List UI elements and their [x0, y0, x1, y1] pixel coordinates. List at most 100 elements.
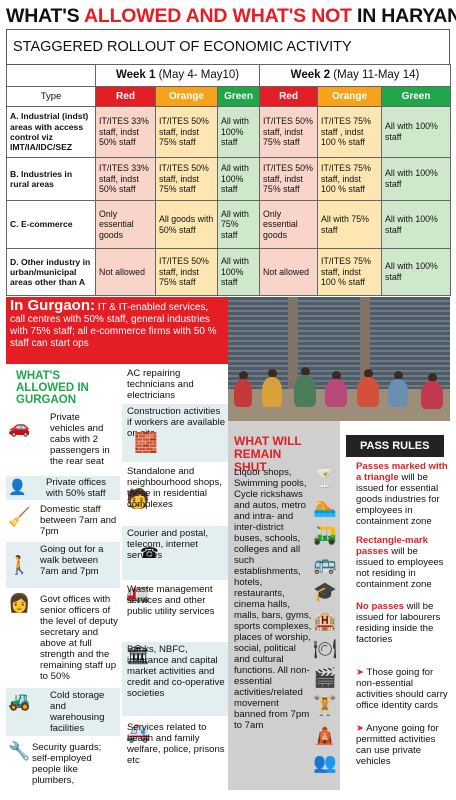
headline-part3: IN HARYANA: [356, 5, 456, 27]
person: [262, 377, 282, 407]
allowed-item-text: Domestic staff between 7am and 7pm: [40, 504, 117, 537]
street-photo: [228, 297, 450, 421]
pass-rule: No passes will be issued for labourers r…: [356, 601, 441, 645]
headline-highlight: ALLOWED AND WHAT'S NOT: [83, 5, 352, 27]
type-header: Type: [6, 86, 96, 107]
shutter: [370, 297, 450, 389]
row-label: D. Other industry in urban/municipal are…: [6, 248, 96, 296]
car-icon: 🚗: [8, 417, 31, 437]
pass-rule: ➤ Anyone going for permitted activities …: [356, 723, 439, 767]
table-cell: IT/ITES 33% staff, indst 50% staff: [95, 106, 156, 158]
table-cell: All goods with 50% staff: [155, 200, 218, 249]
allowed-item-text: Banks, NBFC, insurance and capital marke…: [127, 644, 225, 699]
allowed-item: 🧹 Domestic staff between 7am and 7pm: [6, 502, 120, 540]
allowed-title: WHAT'S ALLOWED IN GURGAON: [16, 370, 89, 406]
table-cell: IT/ITES 75% staff , indst 100 % staff: [317, 106, 383, 158]
allowed-item-text: Courier and postal, telecom, internet se…: [127, 528, 209, 561]
person: [294, 375, 316, 407]
allowed-item-text: Govt offices with senior officers of the…: [40, 594, 118, 682]
bricks-icon: 🧱: [134, 433, 158, 454]
person: [388, 379, 408, 407]
cocktail-icon: 🍸: [313, 468, 337, 489]
level-orange-w2: Orange: [317, 86, 383, 107]
table-cell: All with 100% staff: [216, 157, 261, 201]
crowd-icon: 👥: [313, 753, 337, 774]
person: [325, 379, 347, 407]
hotel-icon: 🏨: [313, 610, 337, 632]
table-row: B. Industries in rural areas IT/ITES 33%…: [6, 157, 452, 201]
rickshaw-icon: 🛺: [313, 525, 337, 546]
corner-cell: [6, 64, 96, 87]
person-head: [394, 371, 403, 380]
allowed-item: 🔧 Security guards; self-employed people …: [6, 740, 120, 786]
swimmer-icon: 🏊: [313, 496, 337, 518]
pillar: [360, 297, 370, 421]
pass-rule: Rectangle-mark passes will be issued to …: [356, 535, 444, 590]
restaurant-icon: 🍽: [312, 639, 338, 660]
shopkeeper-icon: 🧑: [126, 489, 150, 510]
table-cell: All with 100% staff: [216, 106, 261, 158]
table-cell: IT/ITES 50% staff, indst 75% staff: [155, 248, 218, 296]
allowed-item-text: Standalone and neighbourhood shops, thos…: [127, 466, 222, 510]
table-cell: IT/ITES 75% staff, indst 100 % staff: [317, 248, 383, 296]
allowed-item: 🚛 Waste management services and other pu…: [122, 582, 228, 638]
allowed-item: 🧑 Standalone and neighbourhood shops, th…: [122, 464, 228, 524]
table-cell: Not allowed: [95, 248, 156, 296]
person-head: [332, 371, 341, 380]
person-head: [268, 369, 277, 378]
person: [421, 381, 443, 409]
row-label: B. Industries in rural areas: [6, 157, 96, 201]
table-cell: IT/ITES 75% staff, indst 100 % staff: [317, 157, 383, 201]
allowed-item-text: Private offices with 50% staff: [46, 477, 107, 499]
rollout-table: Week 1 (May 4- May10) Week 2 (May 11-May…: [6, 64, 452, 296]
table-cell: All with 100% staff: [381, 200, 452, 249]
broom-icon: 🧹: [8, 507, 31, 527]
table-cell: Only essential goods: [95, 200, 156, 249]
allowed-item-text: Cold storage and warehousing facilities: [50, 690, 105, 734]
gym-icon: 🏋: [313, 696, 337, 717]
table-cell: IT/ITES 50% staff, indst 75% staff: [155, 106, 218, 158]
cinema-icon: 🎬: [313, 667, 337, 689]
tools-icon: 🔧: [8, 741, 31, 761]
pass-rule: ➤ Those going for non-essential activiti…: [356, 667, 448, 711]
table-cell: All with 100% staff: [381, 248, 452, 296]
subheadline: STAGGERED ROLLOUT OF ECONOMIC ACTIVITY: [6, 29, 450, 65]
ambulance-icon: 🚑: [126, 723, 150, 744]
table-cell: All with 75% staff: [216, 200, 261, 249]
level-red-w1: Red: [95, 86, 156, 107]
table-cell: IT/ITES 50% staff, indst 75% staff: [259, 157, 319, 201]
table-cell: IT/ITES 33% staff, indst 50% staff: [95, 157, 156, 201]
bus-icon: 🚌: [313, 553, 337, 575]
person-head: [301, 367, 310, 376]
gurgaon-lead: In Gurgaon:: [10, 297, 95, 314]
table-row: C. E-commerce Only essential goods All g…: [6, 200, 452, 249]
week2-header: Week 2 (May 11-May 14): [259, 64, 452, 87]
allowed-item: 🚗 Private vehicles and cabs with 2 passe…: [6, 410, 120, 472]
allowed-item-text: Construction activities if workers are a…: [127, 406, 226, 439]
table-row: D. Other industry in urban/municipal are…: [6, 248, 452, 296]
phone-icon: ☎: [140, 545, 159, 562]
table-cell: All with 100% staff: [381, 157, 452, 201]
allowed-item: 👤 Private offices with 50% staff: [6, 476, 120, 500]
person: [234, 379, 252, 407]
person-icon: 👤: [8, 479, 27, 496]
headline: WHAT'S ALLOWED AND WHAT'S NOT IN HARYANA: [6, 3, 456, 29]
arrow-icon: ➤: [356, 667, 365, 678]
level-green-w1: Green: [216, 86, 261, 107]
allowed-item: 👩 Govt offices with senior officers of t…: [6, 592, 120, 682]
week1-header: Week 1 (May 4- May10): [94, 64, 261, 87]
allowed-item: Courier and postal, telecom, internet se…: [122, 526, 228, 580]
forklift-icon: 🚜: [8, 691, 31, 711]
remain-shut-icons: 🍸 🏊 🛺 🚌 🎓 🏨 🍽 🎬 🏋 🛕 👥: [310, 465, 340, 779]
row-label: A. Industrial (indst) areas with access …: [6, 106, 96, 158]
allowed-column-2: AC repairing technicians and electrician…: [122, 364, 228, 790]
level-red-w2: Red: [259, 86, 319, 107]
walking-person-icon: 🚶: [8, 555, 31, 575]
table-cell: All with 100% staff: [381, 106, 452, 158]
allowed-item-text: Services related to health and family we…: [127, 722, 225, 766]
person: [357, 377, 379, 407]
table-cell: IT/ITES 50% staff, indst 75% staff: [259, 106, 319, 158]
pass-rules-title: PASS RULES: [346, 435, 444, 457]
gurgaon-text: IT & IT-enabled services, call centres w…: [10, 302, 217, 349]
table-cell: IT/ITES 50% staff, indst 75% staff: [155, 157, 218, 201]
